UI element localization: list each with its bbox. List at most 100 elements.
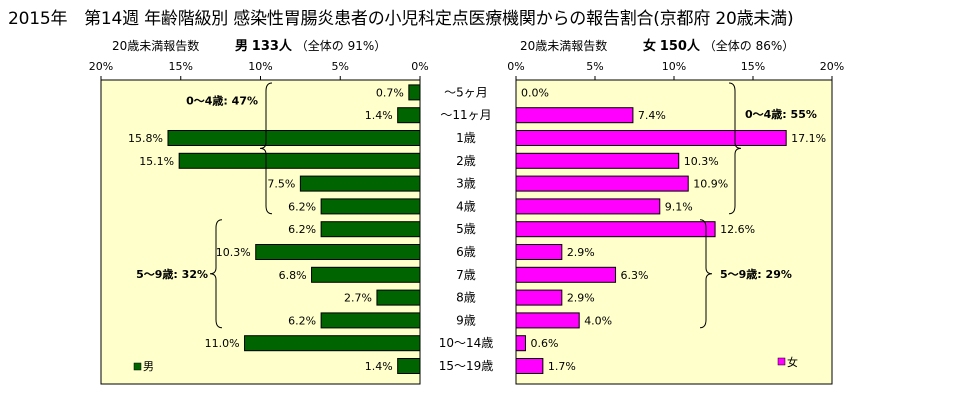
- female-bar: [515, 358, 544, 374]
- female-x-tick-label: 10%: [662, 60, 686, 73]
- female-header-label: 20歳未満報告数: [520, 39, 608, 53]
- age-category-label: 8歳: [456, 291, 476, 305]
- female-header-count: 150人: [659, 39, 700, 54]
- female-bar: [515, 244, 563, 260]
- male-bar: [376, 289, 421, 306]
- female-5-9-annotation: 5～9歳: 29%: [720, 267, 792, 281]
- age-category-label: 1歳: [456, 131, 476, 145]
- female-5-9-brace: [699, 219, 713, 329]
- age-category-label: 6歳: [456, 245, 476, 259]
- male-bar: [255, 244, 421, 260]
- female-bar: [515, 107, 634, 124]
- male-bar: [178, 152, 421, 169]
- male-x-tick-label: 5%: [332, 60, 349, 73]
- male-header-label: 20歳未満報告数: [112, 39, 200, 53]
- male-header-count: 133人: [251, 39, 292, 54]
- male-0-4-annotation: 0～4歳: 47%: [186, 94, 258, 108]
- male-x-tick-label: 10%: [248, 60, 272, 73]
- age-category-label: 5歳: [456, 222, 476, 236]
- page-title: 2015年 第14週 年齢階級別 感染性胃腸炎患者の小児科定点医療機関からの報告…: [8, 9, 794, 29]
- age-category-label: 3歳: [456, 177, 476, 191]
- male-bar-value-label: 11.0%: [205, 337, 240, 350]
- female-bar: [515, 221, 716, 238]
- male-bar-value-label: 6.2%: [288, 314, 316, 327]
- male-bar-value-label: 6.2%: [288, 200, 316, 213]
- female-bar-value-label: 12.6%: [720, 223, 755, 236]
- female-bar: [515, 152, 680, 169]
- female-bar: [515, 289, 563, 306]
- female-bar-value-label: 9.1%: [665, 200, 693, 213]
- male-bar: [320, 198, 421, 215]
- age-category-label: ～11ヶ月: [440, 108, 491, 122]
- male-header-share: 91%）: [347, 39, 387, 53]
- female-bar-value-label: 1.7%: [548, 360, 576, 373]
- male-bar: [408, 84, 421, 101]
- female-bar-value-label: 2.9%: [567, 246, 595, 259]
- male-bar-value-label: 7.5%: [267, 178, 295, 191]
- female-bar-value-label: 17.1%: [791, 132, 826, 145]
- female-bar: [515, 175, 689, 192]
- age-category-label: 4歳: [456, 199, 476, 213]
- male-x-tick-label: 15%: [169, 60, 193, 73]
- male-bar: [167, 130, 421, 146]
- male-5-9-brace: [209, 219, 223, 329]
- female-bar-value-label: 4.0%: [584, 314, 612, 327]
- male-header: 20歳未満報告数 男 133人 （全体の 91%）: [112, 35, 386, 54]
- male-bar-value-label: 1.4%: [365, 109, 393, 122]
- male-legend-swatch: [133, 362, 142, 371]
- female-x-tick-label: 20%: [820, 60, 844, 73]
- male-5-9-annotation: 5～9歳: 32%: [136, 267, 208, 281]
- female-legend-swatch: [777, 357, 786, 366]
- female-bar-value-label: 0.6%: [530, 337, 558, 350]
- female-bar-value-label: 6.3%: [621, 269, 649, 282]
- male-header-share-prefix: （全体の: [295, 39, 344, 53]
- male-bar-value-label: 15.8%: [128, 132, 163, 145]
- female-header-share-prefix: （全体の: [703, 39, 752, 53]
- age-category-label: ～5ヶ月: [444, 85, 488, 99]
- female-x-tick-label: 0%: [507, 60, 524, 73]
- female-bar: [515, 312, 580, 329]
- female-bar-value-label: 2.9%: [567, 292, 595, 305]
- male-bar-value-label: 6.2%: [288, 223, 316, 236]
- female-0-4-annotation: 0～4歳: 55%: [745, 107, 817, 121]
- male-0-4-brace: [259, 82, 273, 215]
- female-bar: [515, 266, 617, 283]
- male-bar: [299, 175, 421, 192]
- male-header-sex: 男: [234, 39, 248, 54]
- age-category-label: 9歳: [456, 313, 476, 327]
- male-bar: [397, 107, 421, 124]
- age-category-label: 15～19歳: [439, 359, 494, 373]
- age-category-label: 2歳: [456, 154, 476, 168]
- female-bar-value-label: 7.4%: [638, 109, 666, 122]
- female-x-tick-label: 5%: [586, 60, 603, 73]
- male-bar: [397, 358, 421, 374]
- female-bar-value-label: 0.0%: [521, 86, 549, 99]
- male-x-tick-label: 20%: [89, 60, 113, 73]
- male-bar-value-label: 6.8%: [279, 269, 307, 282]
- female-bar: [515, 198, 661, 215]
- female-header-share: 86%）: [755, 39, 795, 53]
- male-bar: [244, 335, 421, 352]
- female-bar-value-label: 10.3%: [684, 155, 719, 168]
- male-bar-value-label: 1.4%: [365, 360, 393, 373]
- female-bar: [515, 335, 526, 352]
- female-header: 20歳未満報告数 女 150人 （全体の 86%）: [520, 35, 794, 54]
- male-bar-value-label: 10.3%: [216, 246, 251, 259]
- age-category-label: 7歳: [456, 268, 476, 282]
- male-x-tick-label: 0%: [411, 60, 428, 73]
- female-header-sex: 女: [642, 39, 656, 54]
- male-bar: [311, 266, 421, 283]
- female-0-4-brace: [728, 82, 742, 215]
- female-x-tick-label: 15%: [741, 60, 765, 73]
- female-bar-value-label: 10.9%: [693, 178, 728, 191]
- male-bar-value-label: 15.1%: [139, 155, 174, 168]
- male-bar-value-label: 0.7%: [376, 86, 404, 99]
- male-bar-value-label: 2.7%: [344, 292, 372, 305]
- male-bar: [320, 312, 421, 329]
- female-bar: [515, 130, 787, 146]
- male-bar: [320, 221, 421, 238]
- female-legend-label: 女: [787, 355, 798, 369]
- age-category-label: 10～14歳: [439, 336, 494, 350]
- male-legend-label: 男: [143, 360, 154, 373]
